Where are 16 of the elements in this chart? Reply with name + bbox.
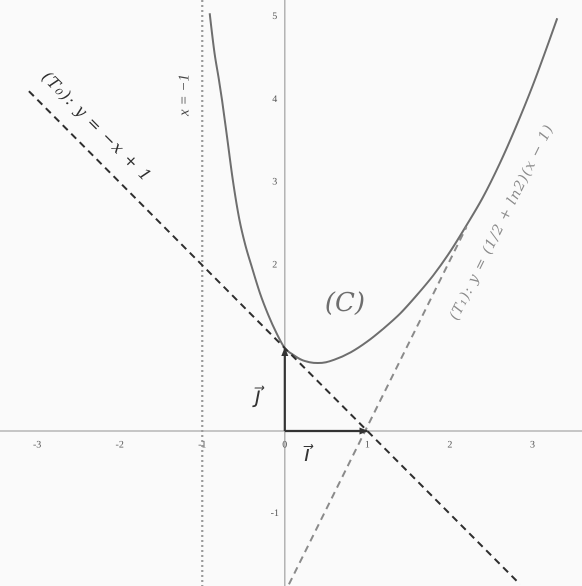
x-tick-label: 0 xyxy=(282,439,288,450)
x-tick-label: -1 xyxy=(198,439,206,450)
y-tick-label: 4 xyxy=(272,94,278,105)
y-tick-label: -1 xyxy=(270,508,279,520)
series-label: (C) xyxy=(324,288,366,318)
y-tick-label: 5 xyxy=(272,10,278,22)
y-tick-label: 3 xyxy=(272,176,278,188)
x-tick-label: 2 xyxy=(447,439,452,450)
series-label: i⃗ xyxy=(303,442,314,468)
x-tick-label: -3 xyxy=(32,439,42,450)
x-tick-label: 1 xyxy=(364,439,370,450)
y-tick-label: 2 xyxy=(272,260,278,271)
ref-line-label: x = −1 xyxy=(176,74,193,117)
x-tick-label: 3 xyxy=(530,439,535,450)
x-tick-label: -2 xyxy=(116,439,124,450)
series-label: j⃗ xyxy=(252,384,265,409)
